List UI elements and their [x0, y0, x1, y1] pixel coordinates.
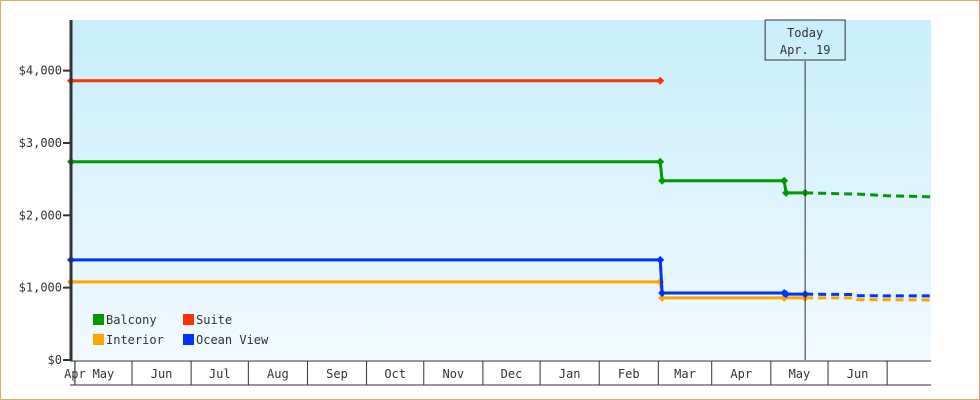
- legend-label: Suite: [196, 313, 232, 327]
- y-tick-label: $0: [48, 353, 62, 367]
- y-tick-label: $4,000: [19, 64, 62, 78]
- legend-swatch: [183, 334, 194, 345]
- data-point: [656, 157, 665, 166]
- data-point: [782, 188, 791, 197]
- x-tick-label: Apr: [730, 367, 752, 381]
- data-point: [656, 255, 665, 264]
- legend-label: Balcony: [106, 313, 157, 327]
- x-tick-label: Oct: [384, 367, 406, 381]
- y-tick-label: $3,000: [19, 136, 62, 150]
- legend-swatch: [93, 334, 104, 345]
- x-tick-label: Aug: [267, 367, 289, 381]
- data-point: [780, 176, 789, 185]
- series-forecast-0: [805, 191, 932, 199]
- x-tick-label: Dec: [501, 367, 523, 381]
- data-point: [782, 290, 791, 299]
- x-tick-label: Jun: [847, 367, 869, 381]
- data-point: [658, 293, 667, 302]
- legend-label: Ocean View: [196, 333, 269, 347]
- today-label: Today: [787, 26, 823, 40]
- plot-area: [71, 20, 931, 360]
- x-tick-label: Sep: [326, 367, 348, 381]
- today-box: [764, 19, 846, 61]
- legend-label: Interior: [106, 333, 164, 347]
- data-point: [658, 176, 667, 185]
- x-tick-label: Nov: [442, 367, 464, 381]
- y-tick-label: $1,000: [19, 281, 62, 295]
- x-tick-label: May: [789, 367, 811, 381]
- x-tick-label: Jul: [209, 367, 231, 381]
- x-tick-label: Mar: [674, 367, 696, 381]
- x-tick-label: Jan: [559, 367, 581, 381]
- data-point: [658, 288, 667, 297]
- data-point: [656, 76, 665, 85]
- legend-swatch: [183, 314, 194, 325]
- x-tick-label: Jun: [151, 367, 173, 381]
- legend-swatch: [93, 314, 104, 325]
- today-date: Apr. 19: [780, 43, 831, 57]
- x-tick-label: May: [93, 367, 115, 381]
- x-tick-label: Feb: [618, 367, 640, 381]
- y-tick-label: $2,000: [19, 208, 62, 222]
